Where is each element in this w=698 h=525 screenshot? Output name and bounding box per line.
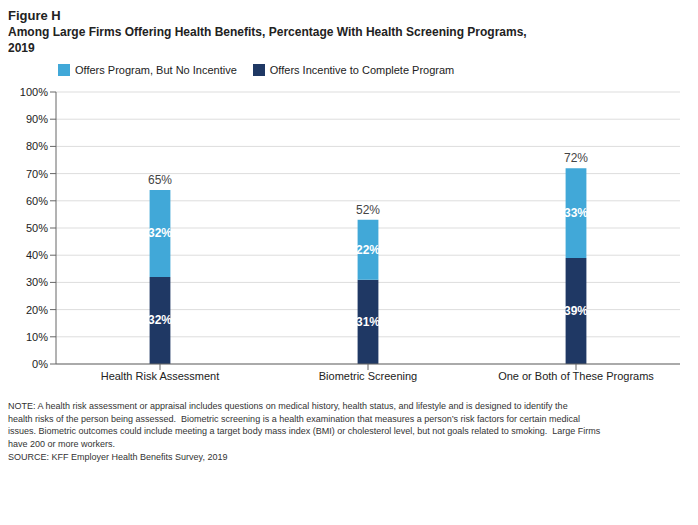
svg-text:32%: 32% — [148, 314, 172, 328]
svg-text:65%: 65% — [148, 173, 172, 187]
html-text:NOTE: A health risk assessment: NOTE: A health risk assessment or apprai… — [8, 401, 568, 412]
html-text:health risks of the person bei: health risks of the person being assesse… — [8, 413, 581, 424]
svg-text:39%: 39% — [564, 304, 588, 318]
svg-text:80%: 80% — [26, 140, 48, 152]
svg-text:Health Risk Assessment: Health Risk Assessment — [101, 370, 220, 382]
svg-text:60%: 60% — [26, 195, 48, 207]
html-text:Figure H: Figure H — [8, 8, 61, 23]
svg-text:90%: 90% — [26, 113, 48, 125]
svg-text:One or Both of These Programs: One or Both of These Programs — [498, 370, 654, 382]
svg-text:72%: 72% — [564, 151, 588, 165]
html-text:Offers Program, But No Incenti: Offers Program, But No Incentive — [75, 64, 237, 77]
svg-text:30%: 30% — [26, 276, 48, 288]
svg-text:50%: 50% — [26, 222, 48, 234]
svg-text:31%: 31% — [356, 315, 380, 329]
html-text:Among Large Firms Offering Hea: Among Large Firms Offering Health Benefi… — [8, 25, 527, 55]
html-text:have 200 or more workers.: have 200 or more workers. — [8, 439, 115, 449]
svg-text:52%: 52% — [356, 203, 380, 217]
html-text:issues. Biometric outcomes cou: issues. Biometric outcomes could include… — [8, 426, 601, 437]
html-text:Offers Incentive to Complete P: Offers Incentive to Complete Program — [269, 64, 455, 77]
svg-text:10%: 10% — [26, 331, 48, 343]
svg-text:100%: 100% — [20, 86, 48, 98]
svg-text:40%: 40% — [26, 249, 48, 261]
svg-text:70%: 70% — [26, 168, 48, 180]
html-text:SOURCE: KFF Employer Health Be: SOURCE: KFF Employer Health Benefits Sur… — [8, 451, 228, 462]
svg-text:0%: 0% — [32, 358, 48, 370]
svg-text:32%: 32% — [148, 227, 172, 241]
svg-text:22%: 22% — [356, 243, 380, 257]
svg-text:20%: 20% — [26, 304, 48, 316]
svg-text:33%: 33% — [564, 206, 588, 220]
svg-text:Biometric Screening: Biometric Screening — [319, 370, 417, 382]
